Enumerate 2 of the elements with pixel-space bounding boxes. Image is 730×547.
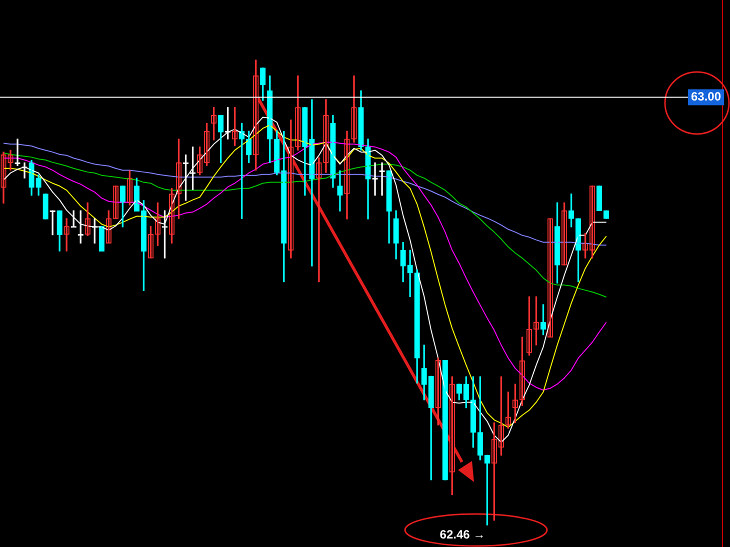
- text: 62.46 →: [440, 527, 486, 542]
- text: 63.00: [690, 90, 722, 104]
